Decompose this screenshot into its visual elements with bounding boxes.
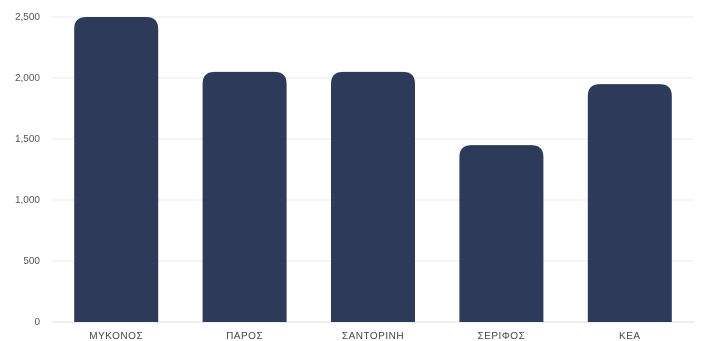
bar (331, 71, 415, 323)
y-tick-label: 2,000 (15, 73, 40, 84)
y-tick-label: 500 (23, 256, 40, 267)
y-tick-label: 0 (34, 317, 40, 328)
y-axis: 0 500 1,000 1,500 2,000 2,500 (15, 12, 40, 328)
x-tick-label: ΠΑΡΟΣ (226, 331, 263, 341)
bar (459, 145, 544, 322)
bar (587, 84, 672, 322)
x-tick-label: ΚΕΑ (619, 331, 641, 341)
bar (202, 71, 287, 323)
y-tick-label: 2,500 (15, 12, 40, 23)
x-tick-label: ΜΥΚΟΝΟΣ (89, 331, 143, 341)
x-tick-label: ΣΑΝΤΟΡΙΝΗ (342, 331, 404, 341)
bars (74, 17, 672, 323)
x-axis: ΜΥΚΟΝΟΣ ΠΑΡΟΣ ΣΑΝΤΟΡΙΝΗ ΣΕΡΙΦΟΣ ΚΕΑ (89, 331, 640, 341)
bar (74, 17, 159, 322)
y-tick-label: 1,500 (15, 134, 40, 145)
y-tick-label: 1,000 (15, 195, 40, 206)
x-tick-label: ΣΕΡΙΦΟΣ (478, 331, 526, 341)
